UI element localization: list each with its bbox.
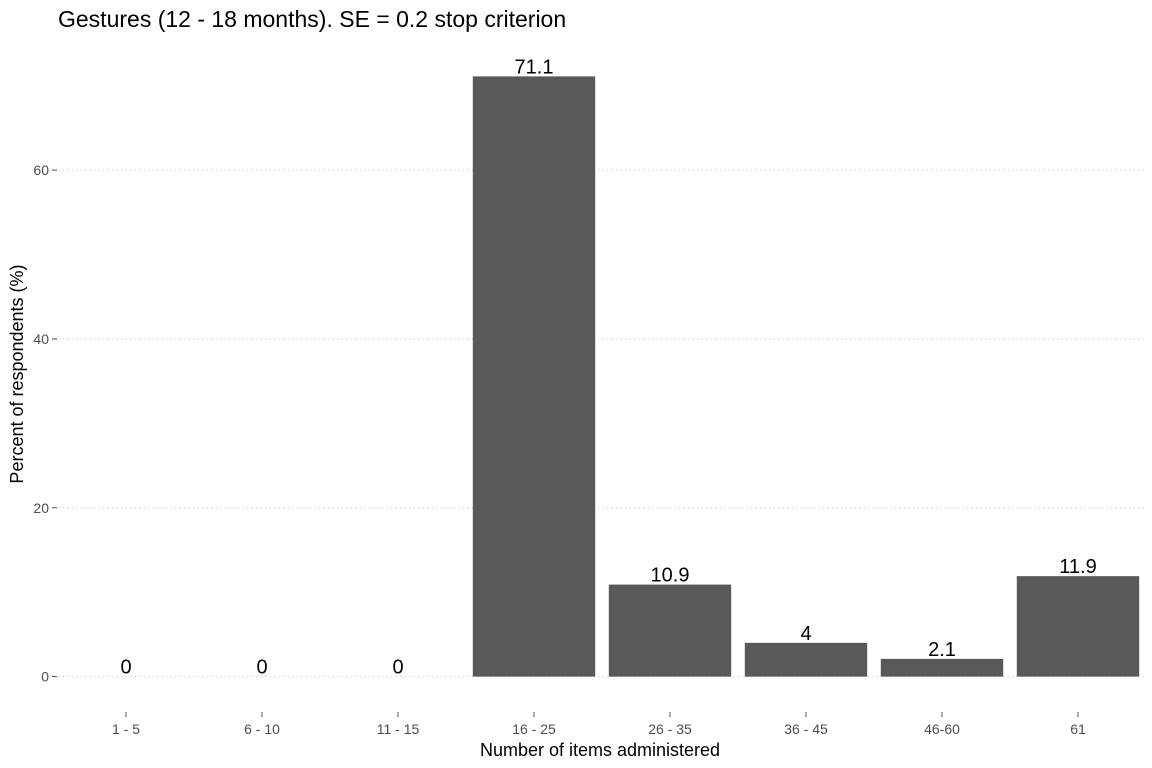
bar-5 — [608, 584, 732, 677]
bar-value-label: 11.9 — [1059, 556, 1096, 578]
y-tick-label: 60 — [33, 162, 49, 178]
x-tick-label: 61 — [1070, 721, 1086, 737]
bar-value-label: 71.1 — [515, 56, 554, 78]
bar-7 — [880, 658, 1004, 677]
bar-value-label: 4 — [800, 623, 811, 645]
y-tick-label: 0 — [41, 669, 49, 685]
bar-8 — [1016, 576, 1140, 677]
bar-6 — [744, 642, 868, 677]
chart-title: Gestures (12 - 18 months). SE = 0.2 stop… — [58, 6, 566, 32]
bar-value-label: 0 — [392, 657, 403, 679]
y-axis: 0 20 40 60 — [33, 162, 57, 685]
gridlines — [58, 169, 1146, 678]
x-tick-label: 16 - 25 — [512, 721, 556, 737]
bar-4 — [472, 76, 596, 677]
x-tick-label: 11 - 15 — [377, 721, 420, 737]
y-tick-label: 40 — [33, 331, 49, 347]
x-tick-label: 26 - 35 — [648, 721, 692, 737]
bars — [472, 76, 1140, 677]
bar-value-label: 10.9 — [651, 565, 690, 587]
x-tick-label: 1 - 5 — [112, 721, 140, 737]
bar-value-label: 2.1 — [928, 639, 956, 661]
x-tick-label: 36 - 45 — [784, 721, 828, 737]
bar-value-label: 0 — [256, 657, 267, 679]
bar-value-labels: 0 0 0 71.1 10.9 4 2.1 11.9 — [120, 56, 1096, 678]
y-axis-title: Percent of respondents (%) — [7, 264, 27, 483]
x-axis: 1 - 5 6 - 10 11 - 15 16 - 25 26 - 35 36 - 45 4… — [112, 712, 1086, 737]
bar-value-label: 0 — [120, 657, 131, 679]
x-tick-label: 46-60 — [924, 721, 960, 737]
x-tick-label: 6 - 10 — [244, 721, 280, 737]
x-axis-title: Number of items administered — [480, 740, 720, 760]
y-tick-label: 20 — [33, 500, 49, 516]
